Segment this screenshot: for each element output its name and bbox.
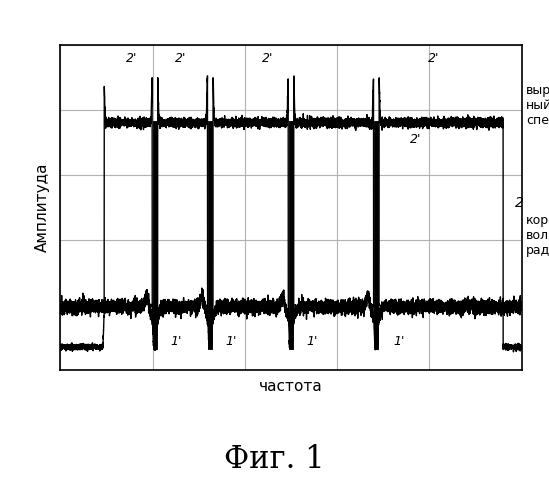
Text: 1': 1' [225,334,237,347]
Text: 1: 1 [58,302,67,316]
X-axis label: частота: частота [259,379,323,394]
Text: 2': 2' [262,52,273,65]
Text: 1': 1' [170,334,181,347]
Text: Фиг. 1: Фиг. 1 [224,444,325,476]
Text: 2: 2 [514,196,524,210]
Y-axis label: Амплитуда: Амплитуда [35,163,50,252]
Text: коротко-
волновые
радиослужбы: коротко- волновые радиослужбы [526,214,549,257]
Text: 2': 2' [410,134,421,146]
Text: 2': 2' [126,52,138,65]
Text: 1': 1' [306,334,317,347]
Text: 1': 1' [394,334,405,347]
Text: 2': 2' [428,52,440,65]
Text: вырезан-
ный
спектр: вырезан- ный спектр [526,84,549,127]
Text: 2': 2' [175,52,186,65]
Text: 1': 1' [458,300,469,313]
